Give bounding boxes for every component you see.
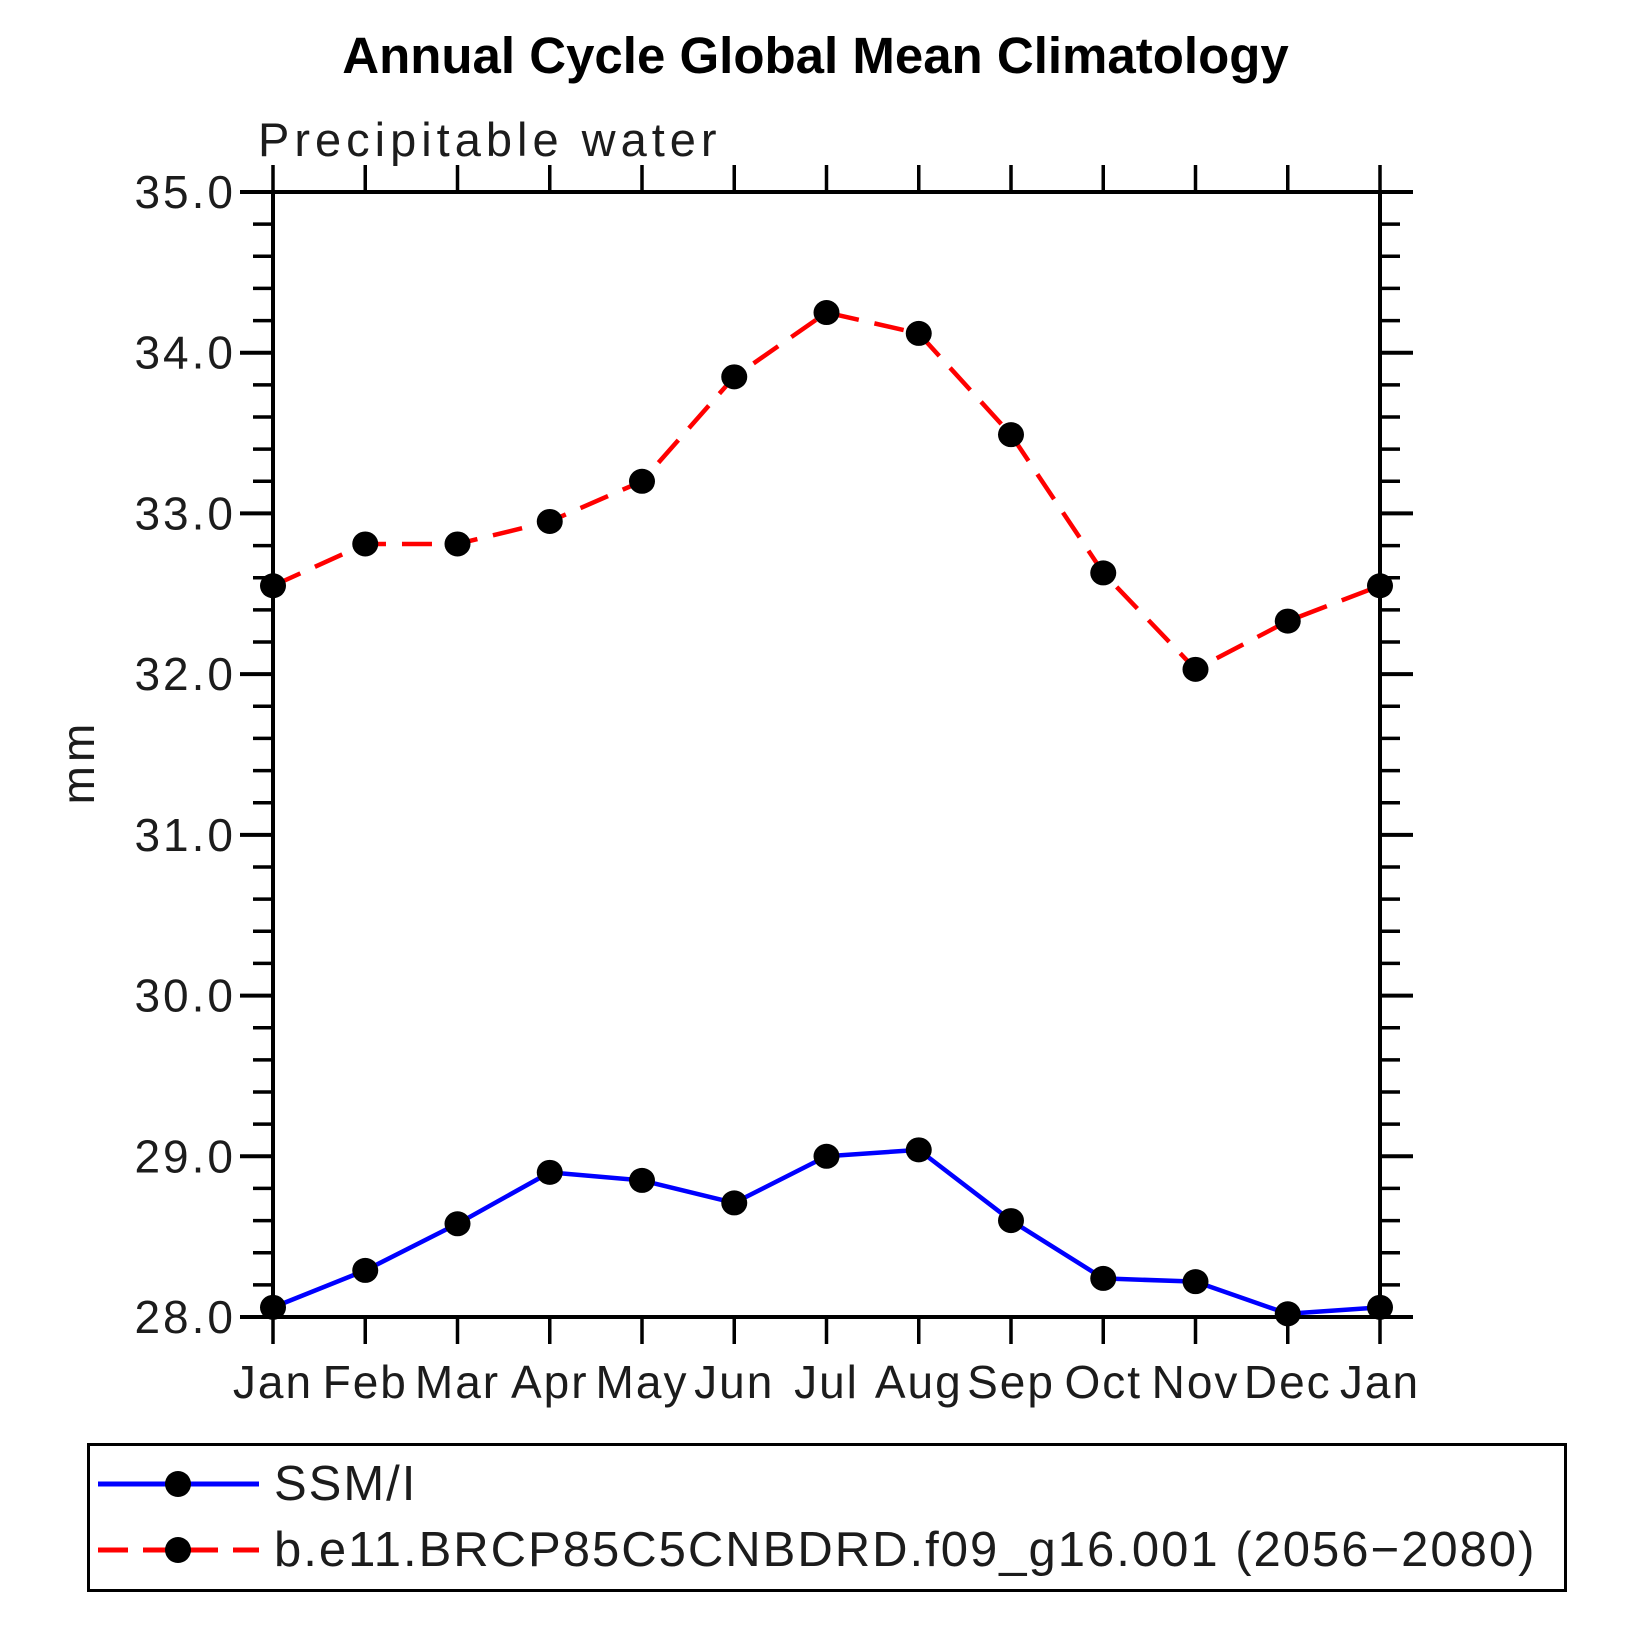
series-line-ssmi: [272, 1147, 1381, 1317]
x-tick-label: Jul: [794, 1356, 859, 1408]
y-tick-label: 33.0: [134, 487, 236, 539]
data-point-ssmi-jul-6: [813, 1143, 840, 1169]
data-point-ssmi-mar-2: [444, 1211, 471, 1237]
y-tick-label: 30.0: [134, 970, 236, 1022]
data-point-model-nov-10: [1182, 656, 1209, 682]
legend-row-model: b.e11.BRCP85C5CNBDRD.f09_g16.001 (2056−2…: [96, 1518, 1536, 1582]
x-tick-label: Sep: [967, 1356, 1055, 1408]
data-point-ssmi-nov-10: [1182, 1269, 1209, 1295]
y-tick-label: 34.0: [134, 327, 236, 379]
chart-title: Annual Cycle Global Mean Climatology: [342, 27, 1289, 84]
data-point-model-jul-6: [813, 300, 840, 326]
y-tick-label: 32.0: [134, 648, 236, 700]
chart-subtitle: Precipitable water: [258, 113, 722, 166]
data-point-ssmi-jan-12: [1367, 1294, 1393, 1320]
y-tick-label: 31.0: [134, 809, 236, 861]
model-line-sample-icon: [98, 1537, 259, 1563]
data-point-model-jan-12: [1367, 573, 1393, 599]
legend-label-ssmi: SSM/I: [274, 1457, 418, 1511]
y-tick-label: 29.0: [134, 1130, 236, 1182]
y-tick-label: 28.0: [134, 1291, 236, 1343]
data-point-model-mar-2: [444, 531, 471, 557]
marker-dot-icon: [165, 1537, 191, 1563]
marker-dot-icon: [165, 1471, 191, 1497]
x-tick-label: Mar: [415, 1356, 500, 1408]
y-axis-label: mm: [52, 720, 104, 805]
data-point-model-jun-5: [721, 364, 748, 390]
data-point-ssmi-may-4: [629, 1167, 655, 1193]
x-tick-label: Jan: [233, 1356, 313, 1408]
data-point-ssmi-jan-0: [260, 1294, 286, 1320]
legend-row-ssmi: SSM/I: [96, 1452, 417, 1516]
data-point-ssmi-aug-7: [905, 1137, 932, 1163]
data-point-ssmi-oct-9: [1090, 1265, 1117, 1291]
data-point-ssmi-sep-8: [998, 1208, 1024, 1234]
data-point-model-jan-0: [260, 573, 286, 599]
x-tick-label: Nov: [1152, 1356, 1240, 1408]
x-tick-label: Dec: [1244, 1356, 1332, 1408]
x-tick-label: May: [596, 1356, 689, 1408]
data-point-model-sep-8: [998, 422, 1024, 448]
x-tick-label: Jun: [694, 1356, 774, 1408]
data-point-model-feb-1: [352, 531, 379, 557]
data-point-ssmi-feb-1: [352, 1257, 379, 1283]
x-tick-label: Feb: [323, 1356, 408, 1408]
data-point-ssmi-apr-3: [536, 1159, 563, 1185]
x-tick-label: Aug: [875, 1356, 963, 1408]
data-point-model-oct-9: [1090, 560, 1117, 586]
ssmi-line-sample-icon: [98, 1471, 259, 1497]
data-point-ssmi-dec-11: [1274, 1301, 1301, 1327]
y-tick-label: 35.0: [134, 166, 236, 218]
series-line-model: [272, 310, 1381, 672]
data-point-model-apr-3: [536, 508, 563, 534]
x-tick-label: Jan: [1340, 1356, 1420, 1408]
data-point-ssmi-jun-5: [721, 1190, 748, 1216]
legend-label-model: b.e11.BRCP85C5CNBDRD.f09_g16.001 (2056−2…: [274, 1523, 1537, 1577]
legend: SSM/I b.e11.BRCP85C5CNBDRD.f09_g16.001 (…: [87, 1443, 1567, 1592]
data-point-model-may-4: [629, 468, 655, 494]
x-tick-label: Oct: [1064, 1356, 1142, 1408]
data-point-model-aug-7: [905, 320, 932, 346]
x-tick-label: Apr: [511, 1356, 589, 1408]
data-point-model-dec-11: [1274, 608, 1301, 634]
